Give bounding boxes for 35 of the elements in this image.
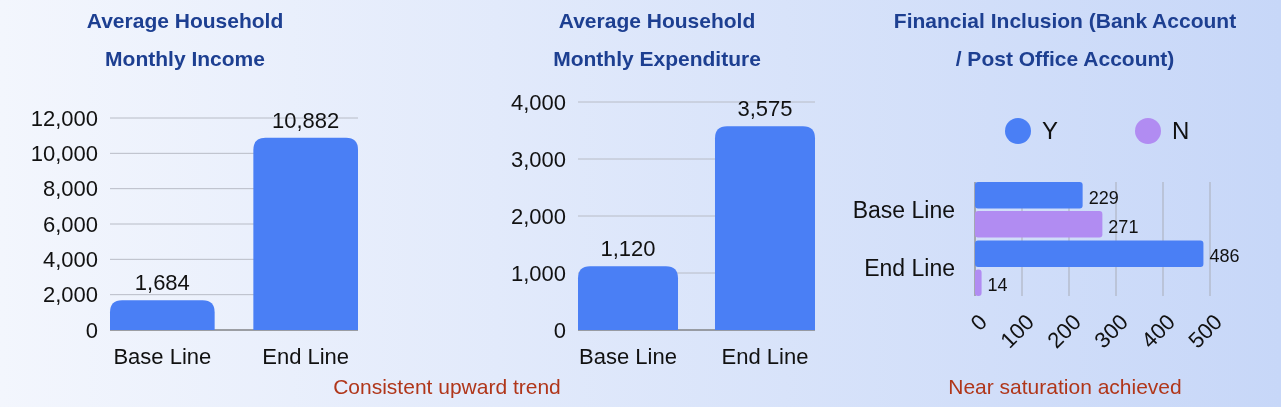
data-label: 271 [1108, 216, 1139, 237]
x-tick-label: End Line [262, 344, 350, 369]
x-tick-label: End Line [721, 344, 809, 369]
y-tick-label: 4,000 [42, 247, 98, 273]
y-tick-label: 8,000 [42, 176, 98, 202]
y-tick-label: 3,000 [510, 146, 566, 172]
x-tick-label: 400 [1136, 309, 1180, 353]
data-label: 1,120 [600, 236, 656, 262]
data-label: 3,575 [737, 96, 793, 122]
data-label: 1,684 [134, 270, 190, 296]
x-tick-label: 500 [1183, 309, 1227, 353]
x-tick-label: 300 [1089, 309, 1133, 353]
y-tick-label: 2,000 [42, 282, 98, 308]
text: Near saturation achieved [948, 375, 1182, 398]
x-tick-label: 100 [995, 309, 1039, 353]
chart-title: Average Household Monthly Expenditure [553, 9, 761, 70]
data-label: 229 [1088, 187, 1119, 208]
y-tick-label: 6,000 [42, 211, 98, 237]
data-label: 14 [987, 274, 1008, 295]
y-tick-label: 10,000 [30, 141, 98, 167]
legend-label: N [1172, 117, 1190, 145]
x-tick-label: 200 [1042, 309, 1086, 353]
data-label: 10,882 [272, 107, 340, 133]
y-tick-label: 2,000 [510, 203, 566, 229]
y-tick-label: 1,000 [510, 260, 566, 286]
chart-title: Financial Inclusion (Bank Account / Post Office Account) [893, 9, 1237, 70]
x-tick-label: Base Line [113, 344, 212, 369]
y-tick-label: 12,000 [30, 105, 98, 131]
legend-label: Y [1042, 117, 1059, 145]
data-label: 486 [1209, 246, 1240, 267]
text: Consistent upward trend [333, 375, 561, 398]
y-tick-label: 4,000 [510, 89, 566, 115]
chart-title: Average Household Monthly Income [86, 9, 284, 70]
x-tick-label: 0 [965, 309, 992, 336]
x-tick-label: Base Line [579, 344, 677, 369]
